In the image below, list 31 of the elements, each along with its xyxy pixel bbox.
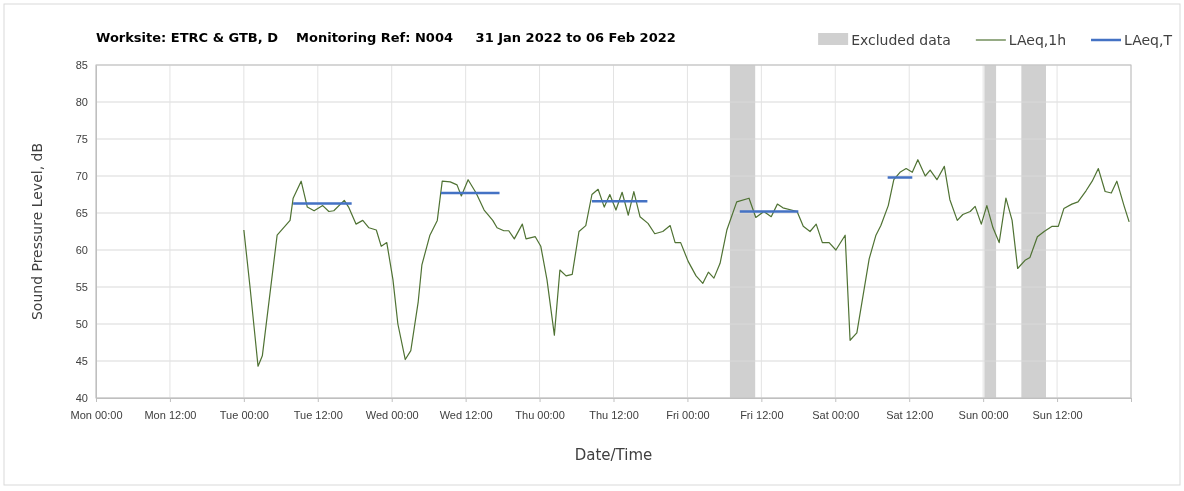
x-tick-label: Fri 00:00	[666, 409, 710, 422]
y-tick-label: 70	[75, 170, 88, 183]
x-tick-label: Tue 12:00	[293, 409, 343, 422]
y-tick-label: 80	[75, 96, 88, 109]
y-tick-label: 45	[75, 355, 88, 368]
x-axis-title: Date/Time	[574, 446, 653, 464]
y-tick-label: 85	[75, 59, 88, 72]
x-tick-label: Thu 00:00	[515, 409, 565, 422]
y-tick-label: 60	[75, 244, 88, 257]
legend-label: Excluded data	[851, 32, 951, 48]
x-tick-label: Sat 12:00	[886, 409, 934, 422]
line-series	[243, 159, 1130, 367]
y-tick-label: 40	[75, 392, 88, 405]
y-axis-title: Sound Pressure Level, dB	[29, 142, 45, 321]
y-tick-label: 55	[75, 281, 88, 294]
x-tick-label: Sun 00:00	[958, 409, 1009, 422]
x-tick-label: Mon 12:00	[144, 409, 197, 422]
legend-label: LAeq,1h	[1008, 32, 1067, 48]
y-tick-label: 65	[75, 207, 88, 220]
x-tick-label: Sat 00:00	[812, 409, 860, 422]
chart-title: Worksite: ETRC & GTB, D Monitoring Ref: N004 31 Jan 2022 to 06 Feb 2022	[96, 30, 676, 45]
legend-label: LAeq,T	[1124, 32, 1173, 48]
x-tick-label: Fri 12:00	[740, 409, 784, 422]
y-tick-label: 75	[75, 133, 88, 146]
x-tick-label: Wed 12:00	[439, 409, 493, 422]
x-tick-label: Sun 12:00	[1032, 409, 1083, 422]
y-tick-label: 50	[75, 318, 88, 331]
x-tick-label: Mon 00:00	[70, 409, 123, 422]
x-tick-label: Tue 00:00	[219, 409, 269, 422]
x-tick-label: Thu 12:00	[589, 409, 639, 422]
x-tick-label: Wed 00:00	[365, 409, 419, 422]
